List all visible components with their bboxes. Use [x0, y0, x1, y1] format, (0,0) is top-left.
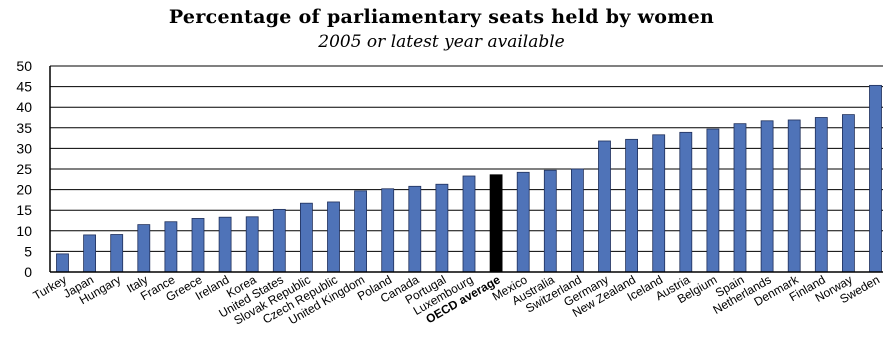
bar — [571, 168, 584, 273]
bar — [83, 234, 96, 273]
bar — [598, 140, 611, 273]
bar — [245, 216, 259, 273]
bar — [137, 224, 151, 273]
bar — [327, 201, 340, 273]
chart-subtitle: 2005 or latest year available — [318, 32, 565, 52]
y-tick-label: 35 — [16, 120, 32, 136]
bar — [218, 216, 232, 273]
y-tick-label: 45 — [16, 79, 32, 95]
bar — [462, 175, 476, 273]
bar — [760, 120, 774, 273]
y-tick-label: 25 — [16, 161, 32, 177]
bar — [625, 138, 638, 273]
bar — [787, 119, 801, 273]
bar — [706, 128, 720, 273]
bar — [652, 134, 666, 273]
bar — [299, 202, 313, 273]
y-tick-label: 40 — [16, 99, 32, 115]
bars — [56, 84, 882, 273]
bar — [543, 169, 557, 273]
bar-oecd-average — [489, 174, 503, 273]
chart-title: Percentage of parliamentary seats held b… — [168, 6, 715, 28]
y-tick-label: 5 — [24, 243, 32, 259]
bar — [842, 114, 855, 273]
y-tick-label: 50 — [16, 58, 32, 74]
y-tick-label: 15 — [16, 202, 32, 218]
bar — [733, 123, 747, 273]
y-axis-tick-labels: 0 5 10 15 20 25 30 35 40 45 50 — [16, 58, 32, 280]
bar — [164, 221, 178, 273]
bar — [435, 183, 449, 273]
bar — [814, 117, 828, 273]
bar — [272, 208, 286, 273]
bar — [191, 218, 205, 273]
y-tick-label: 10 — [16, 223, 32, 239]
axes — [49, 66, 883, 273]
bar — [516, 171, 530, 273]
bar — [869, 84, 882, 273]
y-tick-label: 0 — [24, 264, 32, 280]
bar — [110, 234, 124, 273]
bar — [354, 190, 368, 273]
bar — [381, 188, 395, 273]
bar — [408, 185, 422, 273]
y-tick-label: 30 — [16, 140, 32, 156]
bar — [56, 253, 69, 273]
y-tick-label: 20 — [16, 182, 32, 198]
bar — [679, 131, 693, 273]
